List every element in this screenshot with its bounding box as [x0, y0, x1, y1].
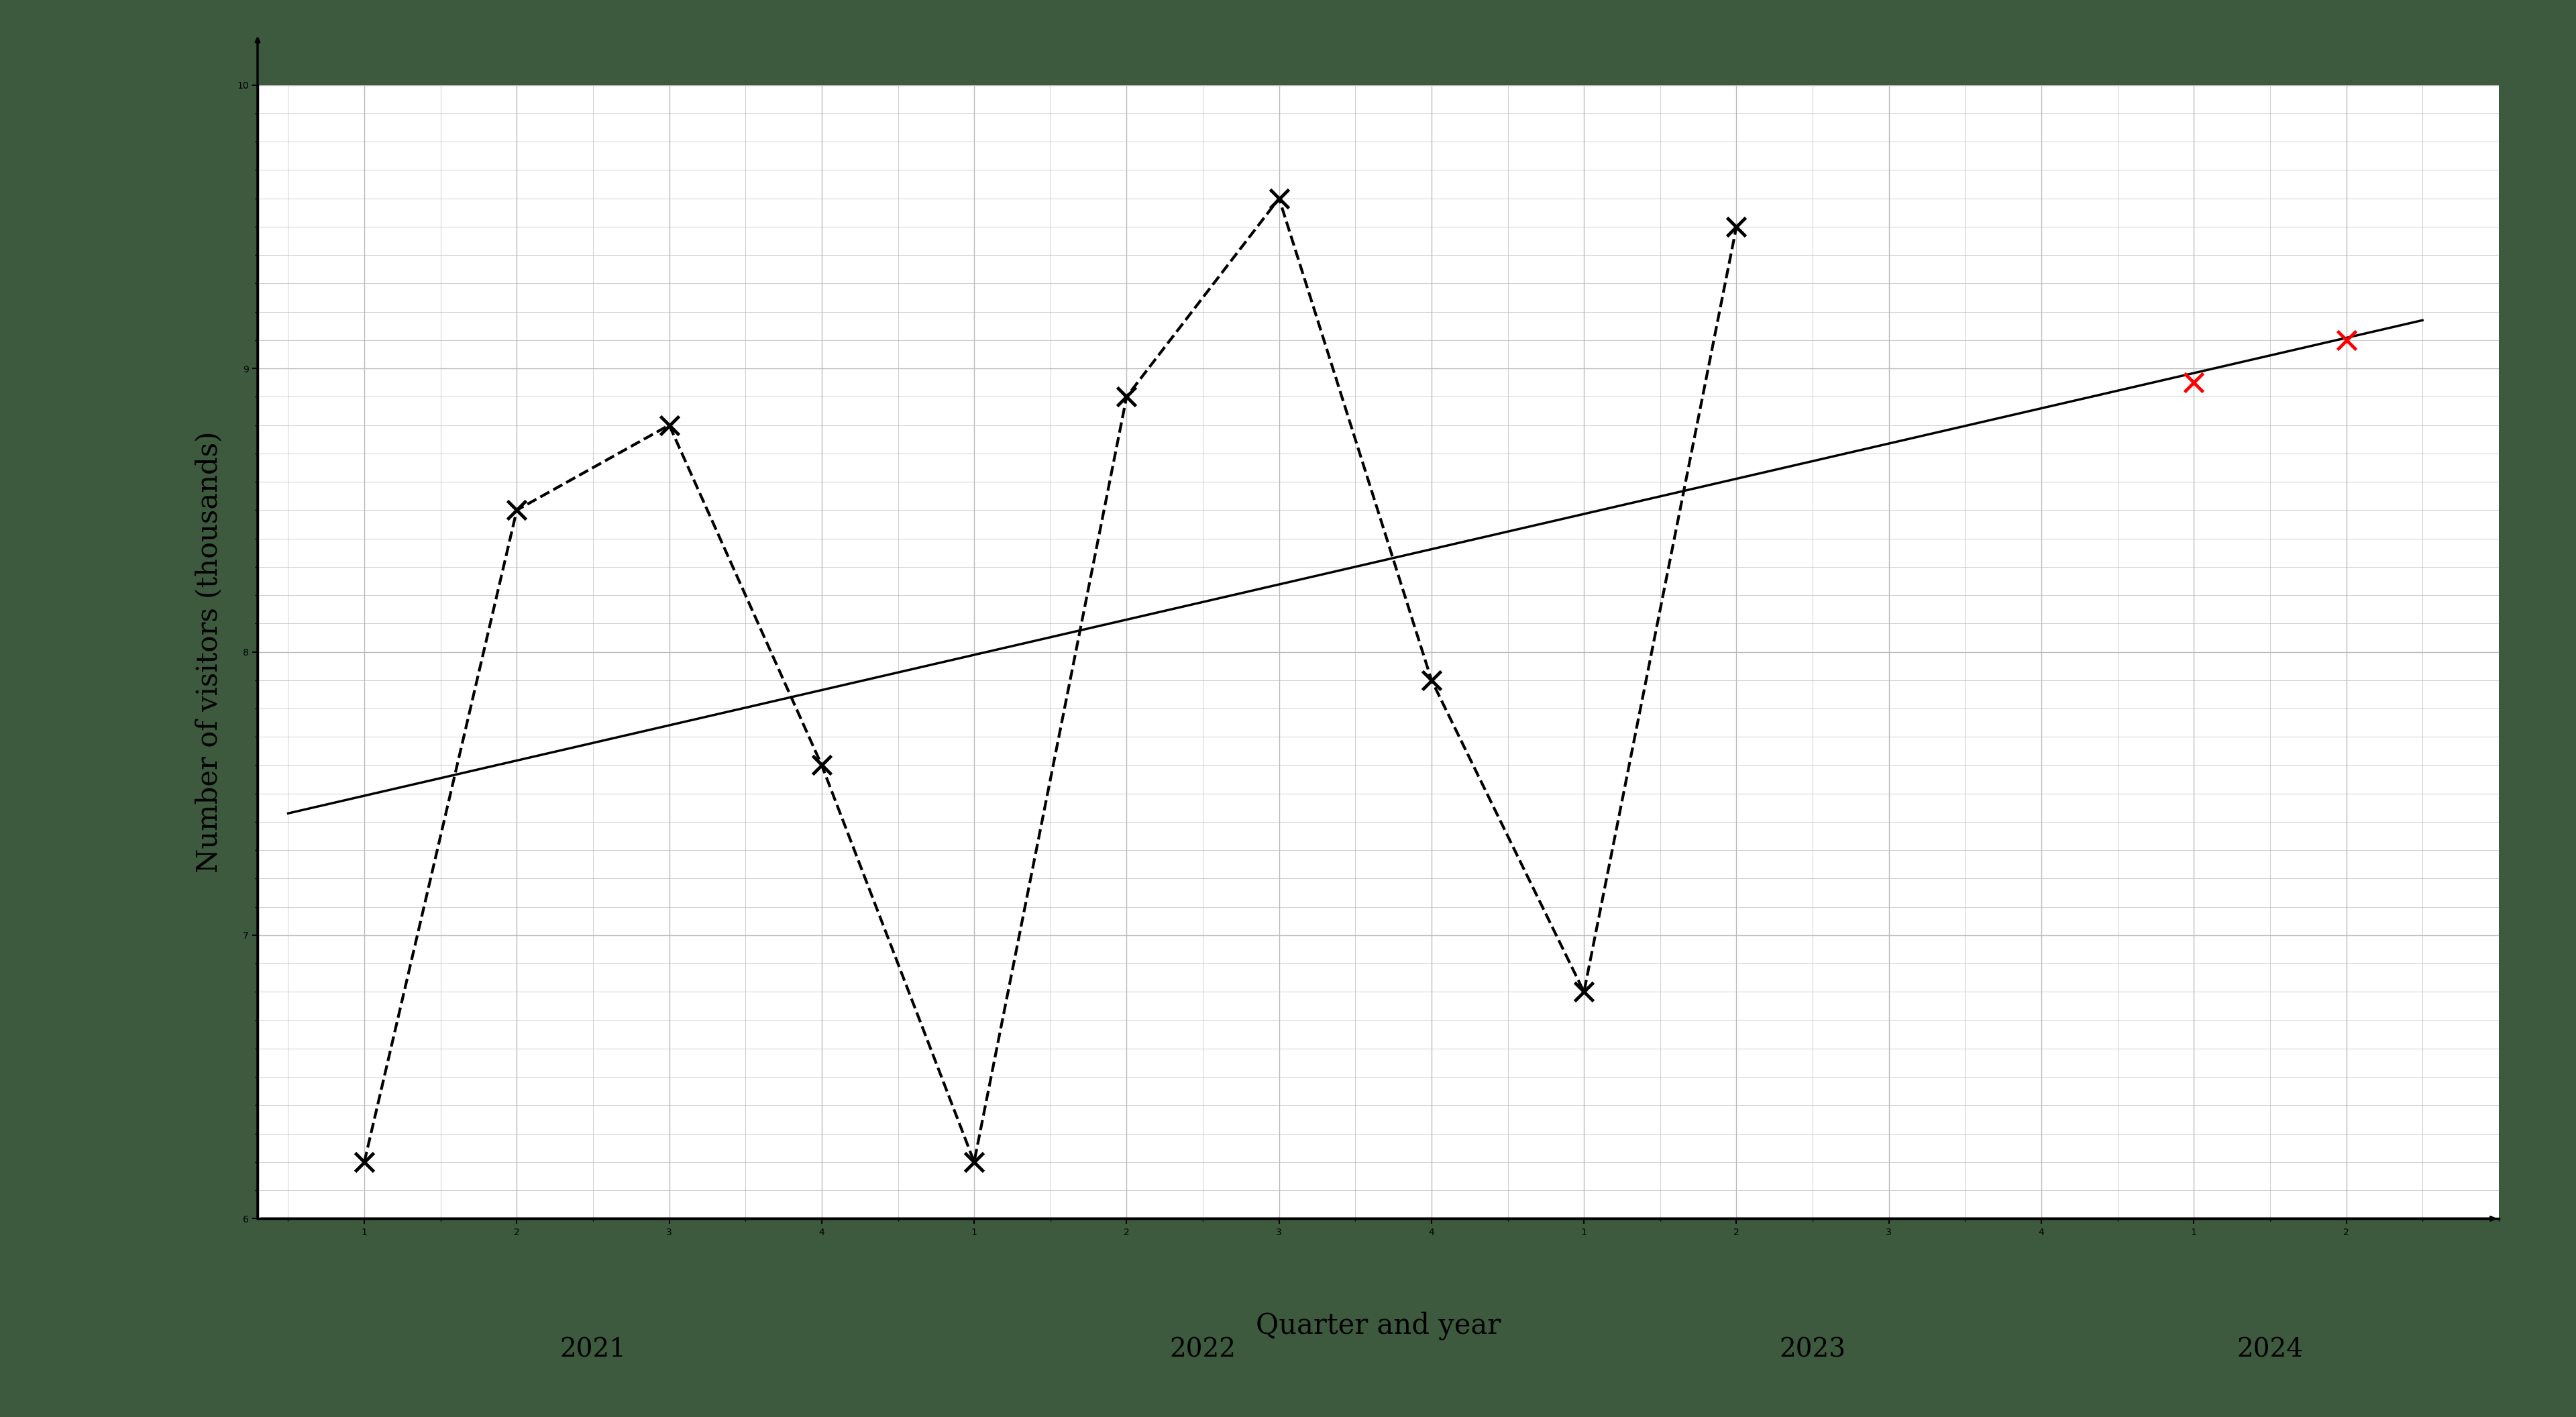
Text: 2021: 2021	[559, 1338, 626, 1363]
Text: 2024: 2024	[2236, 1338, 2303, 1363]
Text: 2023: 2023	[1780, 1338, 1847, 1363]
Text: 2022: 2022	[1170, 1338, 1236, 1363]
X-axis label: Quarter and year: Quarter and year	[1255, 1311, 1502, 1340]
Y-axis label: Number of visitors (thousands): Number of visitors (thousands)	[196, 431, 224, 873]
